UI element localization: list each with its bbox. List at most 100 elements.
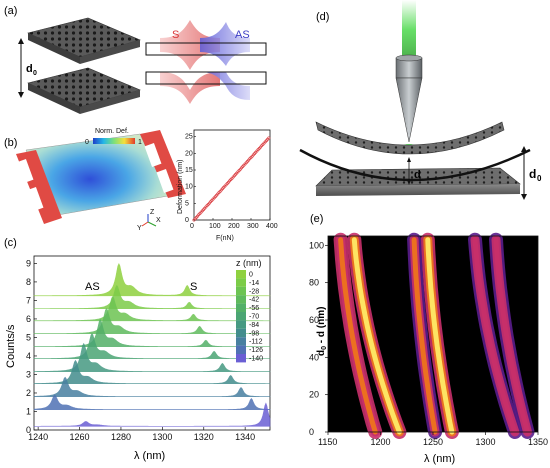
legend-label--42: -42 — [249, 297, 259, 304]
upper-substrate-line — [299, 148, 531, 182]
panel-c-label: (c) — [4, 237, 17, 249]
heatmap-bands — [333, 232, 535, 439]
mode-s-label: S — [172, 29, 179, 41]
spectra-ytick-label: 3 — [26, 369, 31, 379]
axis-y-label: Y — [137, 225, 142, 232]
legend-title: z (nm) — [236, 258, 262, 268]
heatmap-ylabel: d0 - d (nm) — [316, 307, 328, 356]
inset-ytick-label: 15 — [185, 167, 193, 174]
d-arrow: d — [407, 157, 421, 185]
legend-label--112: -112 — [249, 339, 263, 346]
upper-bent-membrane — [315, 121, 505, 155]
heatmap-ytick-label: 60 — [309, 315, 319, 325]
d0-label: d — [529, 167, 536, 181]
heatmap-xtick-label: 1350 — [528, 437, 548, 447]
spectrum--140 — [33, 402, 271, 427]
colorbar-min: 0 — [85, 139, 89, 146]
spectrum--98 — [33, 359, 271, 385]
deformation-vs-force-chart: 0 100 200 300 400 0 5 10 15 20 25 F(nN) Deformatio… — [177, 129, 278, 242]
spectra-legend: z (nm) 0-14-28 -42-56 -70-84-98 -112-126 -14… — [236, 258, 263, 363]
colorbar-scale — [93, 138, 135, 144]
legend-label--98: -98 — [249, 330, 259, 337]
legend-swatch--14 — [236, 278, 246, 287]
symmetric-mode-upper-lobe — [160, 20, 220, 70]
legend-swatch--28 — [236, 286, 246, 296]
axis-z-label: Z — [150, 209, 155, 216]
spectrum--14 — [33, 284, 271, 310]
heatmap-ytick-label: 0 — [309, 427, 314, 437]
inset-xtick-label: 100 — [209, 223, 221, 230]
legend-swatch--42 — [236, 295, 246, 304]
d0-arrow: d 0 — [521, 146, 542, 200]
d-label: d — [414, 169, 421, 181]
legend-swatch-0 — [236, 270, 246, 279]
spectra-ytick-label: 8 — [26, 277, 31, 287]
legend-swatch--98 — [236, 328, 246, 338]
legend-label--56: -56 — [249, 305, 259, 312]
gap-arrow: d 0 — [18, 38, 37, 98]
legend-swatch--126 — [236, 345, 246, 354]
spectra-plot-frame — [33, 255, 271, 431]
axis-x-label: X — [156, 217, 161, 224]
gap-label: d — [26, 63, 33, 75]
heatmap-band-2 — [425, 237, 455, 435]
legend-swatch--112 — [236, 337, 246, 346]
d0-label-sub: 0 — [537, 174, 542, 183]
panel-a-label: (a) — [4, 5, 17, 17]
symmetric-mode-lower-lobe — [160, 72, 220, 104]
legend-swatch--70 — [236, 312, 246, 321]
panel-a: (a) d 0 S — [4, 5, 267, 114]
upper-slab-outline — [145, 42, 267, 56]
heatmap-band-5 — [493, 237, 530, 435]
afm-tip — [395, 54, 423, 143]
inset-xtick-label: 200 — [228, 223, 240, 230]
spectrum--70 — [33, 332, 271, 360]
panel-d: (d) d 0 d — [299, 0, 542, 200]
heatmap-ytick-label: 100 — [309, 240, 324, 250]
axis-triad: Y Z X — [137, 209, 161, 232]
heatmap-xtick-label: 1150 — [318, 437, 337, 447]
upper-photonic-slab — [27, 17, 141, 64]
heatmap-band-0 — [351, 237, 402, 435]
inset-ylabel: Deformation (nm) — [177, 160, 184, 214]
inset-ytick-label: 0 — [185, 217, 189, 224]
annot-as: AS — [85, 281, 100, 293]
annot-s: S — [190, 281, 197, 293]
heatmap-xtick-label: 1250 — [423, 437, 443, 447]
spectra-ytick-label: 7 — [26, 295, 31, 305]
spectrum--56 — [33, 318, 271, 348]
heatmap-band-3 — [411, 237, 438, 435]
inset-ytick-label: 25 — [185, 134, 193, 141]
inset-ytick-label: 5 — [185, 200, 189, 207]
spectrum--42 — [33, 307, 271, 335]
fem-deformation-map — [16, 130, 186, 224]
spectra-xlabel: λ (nm) — [134, 450, 165, 462]
legend-swatch--140 — [236, 354, 246, 363]
legend-label--70: -70 — [249, 314, 259, 321]
legend-swatch--84 — [236, 320, 246, 329]
inset-frame — [193, 129, 271, 221]
spectra-ytick-label: 9 — [26, 258, 31, 268]
spectra-xtick-label: 1240 — [28, 432, 48, 442]
heatmap-band-1 — [338, 237, 378, 435]
spectra-ytick-label: 1 — [26, 406, 31, 416]
spectra-xtick-label: 1280 — [111, 432, 131, 442]
legend-label--14: -14 — [249, 280, 259, 287]
green-laser-beam — [402, 0, 416, 60]
spectrum--28 — [33, 295, 271, 322]
spectra-xtick-label: 1340 — [235, 432, 255, 442]
colorbar: Norm. Def. 0 1 — [85, 128, 142, 146]
heatmap-ytick-label: 20 — [309, 390, 319, 400]
panel-b-label: (b) — [4, 137, 17, 149]
spectra-ytick-label: 4 — [26, 351, 31, 361]
heatmap-ytick-label: 40 — [309, 352, 319, 362]
spectrum--126 — [33, 394, 271, 410]
heatmap-xtick-label: 1300 — [476, 437, 496, 447]
colorbar-max: 1 — [138, 139, 142, 146]
spectra-ytick-label: 2 — [26, 388, 31, 398]
lower-slab-outline — [145, 71, 267, 85]
antisymmetric-mode-lower-lobe — [200, 72, 250, 100]
heatmap-ylabel-rest: - d (nm) — [316, 307, 327, 346]
inset-xlabel: F(nN) — [216, 235, 234, 242]
